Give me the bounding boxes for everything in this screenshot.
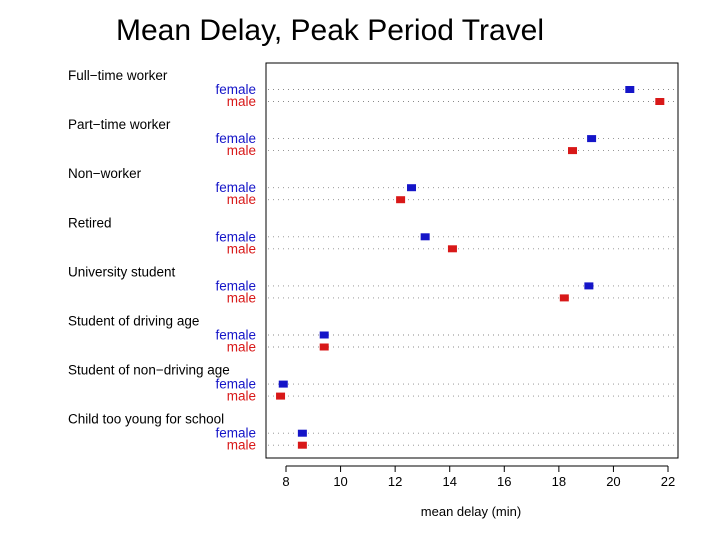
group-label: Student of non−driving age: [68, 363, 230, 378]
female-level-label: female: [215, 377, 256, 392]
female-marker: [625, 86, 635, 93]
male-level-label: male: [227, 438, 256, 453]
female-level-label: female: [215, 131, 256, 146]
female-marker: [584, 282, 594, 290]
male-marker: [276, 392, 286, 400]
male-level-label: male: [227, 94, 256, 109]
male-marker: [447, 245, 457, 253]
x-axis-title: mean delay (min): [421, 504, 521, 519]
male-level-label: male: [227, 340, 256, 355]
data-markers: [276, 86, 665, 449]
x-tick-label: 12: [388, 474, 402, 489]
male-level-label: male: [227, 143, 256, 158]
x-tick-label: 14: [442, 474, 456, 489]
female-marker: [407, 184, 417, 192]
female-level-label: female: [215, 278, 256, 293]
group-label: Full−time worker: [68, 68, 168, 83]
male-level-label: male: [227, 389, 256, 404]
group-label: Student of driving age: [68, 314, 199, 329]
female-level-label: female: [215, 180, 256, 195]
male-level-label: male: [227, 290, 256, 305]
group-label: Part−time worker: [68, 117, 171, 132]
male-marker: [319, 343, 329, 351]
x-tick-label: 10: [333, 474, 347, 489]
female-level-label: female: [215, 82, 256, 97]
grid-lines: [268, 89, 676, 446]
female-level-label: female: [215, 328, 256, 343]
female-level-label: female: [215, 229, 256, 244]
male-marker: [559, 294, 569, 302]
x-tick-label: 8: [282, 474, 289, 489]
female-marker: [587, 135, 597, 143]
female-marker: [420, 233, 430, 241]
female-marker: [319, 331, 329, 339]
female-level-label: female: [215, 426, 256, 441]
group-label: University student: [68, 264, 176, 279]
group-label: Child too young for school: [68, 412, 224, 427]
group-label: Retired: [68, 215, 112, 230]
male-marker: [396, 196, 406, 204]
x-tick-label: 22: [661, 474, 675, 489]
male-level-label: male: [227, 192, 256, 207]
male-marker: [297, 441, 307, 449]
x-tick-label: 18: [552, 474, 566, 489]
slide-title: Mean Delay, Peak Period Travel: [116, 14, 544, 47]
male-level-label: male: [227, 241, 256, 256]
x-tick-label: 16: [497, 474, 511, 489]
female-marker: [278, 380, 288, 388]
group-label: Non−worker: [68, 166, 142, 181]
x-tick-label: 20: [606, 474, 620, 489]
female-marker: [297, 429, 307, 437]
male-marker: [655, 98, 665, 105]
male-marker: [568, 147, 577, 155]
plot-frame: [265, 62, 679, 459]
x-axis-ticks: 8 10 12 14 16 18 20 22: [282, 466, 675, 489]
